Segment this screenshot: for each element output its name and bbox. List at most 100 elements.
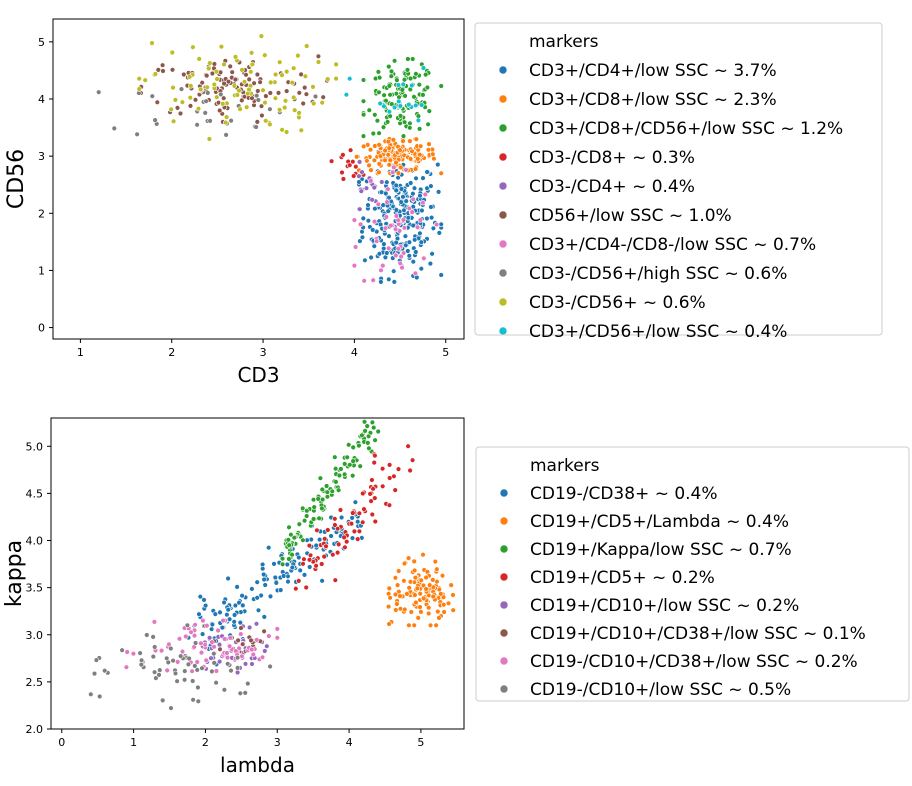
data-point [181,677,188,683]
data-point [211,644,217,650]
data-point [365,202,371,208]
data-point [224,654,231,661]
data-point [382,254,389,261]
data-point [421,255,427,261]
data-point [206,136,213,142]
data-point [368,498,374,504]
data-point [333,61,339,68]
data-point [293,585,299,592]
data-point [314,527,320,533]
data-point [342,461,348,467]
data-point [406,585,412,591]
data-point [393,213,400,219]
data-point [360,215,366,222]
data-point [409,148,415,155]
data-point [151,619,158,625]
data-point [322,536,328,542]
data-point [388,68,395,75]
points [95,33,444,285]
x-tick-label: 3 [260,346,267,359]
data-point [204,622,210,629]
data-point [232,76,239,83]
data-point [203,98,209,104]
data-point [428,214,435,221]
data-point [238,631,244,637]
data-point [386,83,393,89]
y-tick-label: 4.5 [26,487,44,500]
data-point [417,604,423,610]
data-point [217,107,223,114]
data-point [278,587,284,593]
legend-marker [499,516,509,526]
data-point [211,81,218,88]
data-point [405,555,412,561]
data-point [413,71,419,77]
data-point [368,178,374,184]
data-point [304,43,310,49]
data-point [423,574,429,581]
data-point [402,606,408,613]
data-point [334,525,341,532]
legend-marker [498,123,508,133]
legend-marker [499,628,509,638]
data-point [234,584,240,590]
data-point [360,133,367,139]
data-point [295,52,301,59]
data-point [375,69,382,75]
data-point [360,98,367,104]
data-point [386,502,393,508]
data-point [379,466,386,472]
data-point [391,104,398,111]
data-point [377,100,383,107]
data-point [363,185,370,191]
data-point [353,164,359,170]
data-point [400,133,407,139]
data-point [196,611,202,617]
data-point [424,84,431,91]
data-point [416,126,423,132]
data-point [231,83,238,89]
data-point [386,462,393,468]
data-point [409,82,415,89]
data-point [336,472,343,479]
data-point [229,69,235,75]
data-point [199,79,205,86]
data-point [352,499,359,505]
x-tick-label: 1 [77,346,84,359]
data-point [192,640,199,646]
data-point [333,479,339,485]
data-point [261,576,267,583]
data-point [420,200,426,206]
data-point [260,565,266,572]
data-point [398,253,404,260]
data-point [418,266,424,272]
data-point [160,68,166,74]
data-point [395,170,402,176]
data-point [272,574,278,581]
legend-marker [498,181,508,191]
data-point [237,106,243,112]
plot-frame [52,18,465,340]
data-point [181,71,187,78]
data-point [306,557,313,563]
data-point [142,77,148,83]
data-point [364,158,370,164]
data-point [211,61,218,67]
y-tick-label: 1 [38,264,45,277]
data-point [209,668,215,675]
data-point [410,196,416,203]
data-point [387,475,393,481]
data-point [303,584,309,591]
data-point [405,56,411,62]
data-point [268,79,274,86]
data-point [338,514,345,521]
data-point [216,641,223,648]
data-point [267,106,273,112]
data-point [263,93,269,99]
data-point [341,534,347,541]
data-point [441,609,447,615]
data-point [332,466,339,472]
data-point [158,647,165,654]
data-point [387,113,393,119]
data-point [387,92,393,98]
